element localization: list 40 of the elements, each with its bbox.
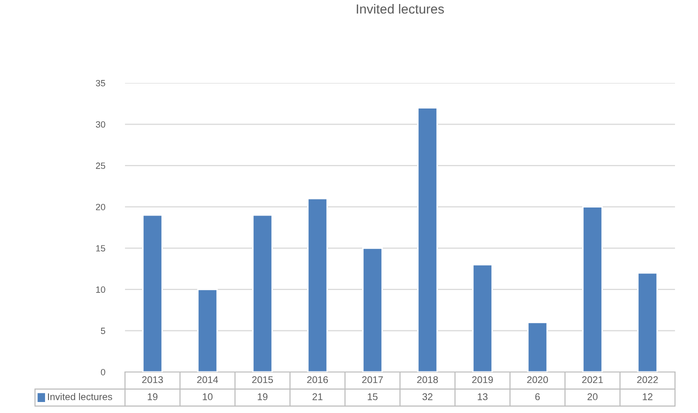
y-tick-label: 25 — [96, 162, 106, 169]
legend-label: Invited lectures — [48, 393, 112, 400]
x-tick-label: 2022 — [637, 376, 658, 384]
x-tick-label: 2020 — [527, 376, 548, 384]
x-tick-label: 2013 — [142, 376, 163, 384]
y-tick-label: 35 — [96, 80, 106, 86]
bar — [417, 107, 438, 372]
bar — [527, 322, 548, 372]
data-label: 32 — [422, 393, 432, 400]
x-tick-label: 2018 — [417, 376, 438, 384]
bar — [252, 214, 273, 372]
x-tick-label: 2021 — [582, 376, 603, 384]
data-label: 21 — [312, 393, 322, 400]
data-label: 19 — [148, 393, 158, 400]
bar — [637, 272, 658, 372]
y-tick-label: 10 — [96, 286, 106, 293]
bar — [142, 214, 163, 372]
y-tick-label: 20 — [96, 204, 106, 210]
bar — [307, 198, 328, 372]
bar — [362, 247, 383, 372]
x-tick-label: 2015 — [252, 376, 273, 384]
x-tick-label: 2017 — [362, 376, 383, 384]
data-label: 6 — [535, 393, 540, 400]
x-tick-label: 2019 — [472, 376, 493, 384]
data-label: 19 — [258, 393, 268, 400]
y-tick-label: 0 — [100, 368, 106, 376]
data-label: 20 — [588, 393, 598, 400]
x-tick-label: 2016 — [307, 376, 328, 384]
y-tick-label: 30 — [96, 121, 106, 128]
data-label: 15 — [368, 393, 378, 400]
x-tick-label: 2014 — [197, 376, 218, 384]
data-label: 10 — [202, 393, 213, 400]
y-tick-label: 15 — [96, 245, 106, 252]
bar — [582, 206, 603, 372]
bar — [197, 288, 218, 372]
data-label: 12 — [642, 393, 652, 400]
y-tick-label: 5 — [100, 328, 106, 334]
data-label: 13 — [478, 393, 488, 400]
bar — [472, 264, 493, 372]
chart-title: Invited lectures — [356, 4, 444, 14]
